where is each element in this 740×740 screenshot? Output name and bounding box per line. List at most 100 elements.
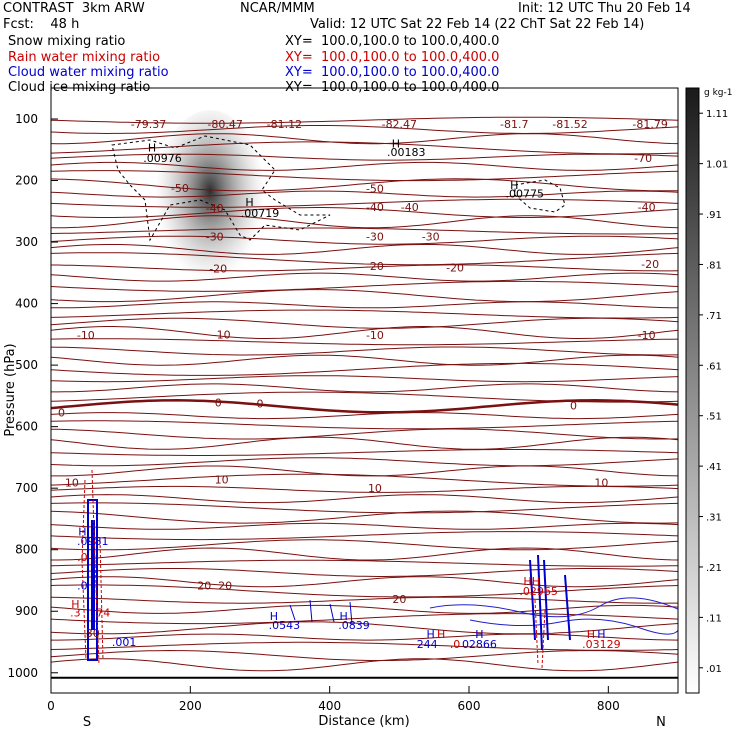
temperature-contour-label: 10 [368,482,382,495]
temperature-contour-line [51,559,678,567]
temperature-contour-label: -30 [422,231,440,244]
extremum-label: .3 [70,606,81,619]
temperature-contour-line [51,522,678,530]
temperature-contour-line [51,252,678,266]
temperature-contour-line [51,153,678,161]
temperature-contour-line [51,649,678,661]
x-tick-label: 200 [179,699,202,713]
temperature-contour-label: -70 [634,152,652,165]
temperature-contour-line [51,362,678,376]
cloud-water-contour [429,597,678,635]
colorbar-tick-label: .91 [706,210,722,221]
extremum-label: .0839 [338,619,370,632]
temperature-contour-line [51,539,678,551]
extremum-label: H [148,141,156,154]
model-run-title: CONTRAST 3km ARW [3,1,145,16]
temperature-contour-line [51,289,678,303]
extremum-label: .0 [77,551,88,564]
temperature-contour-label: 0 [58,406,65,419]
temperature-contour-label: -40 [638,201,656,214]
cloud-water-contour [289,599,353,625]
x-tick-label: 600 [458,699,481,713]
y-tick-label: 700 [15,481,38,495]
temperature-contour-line [51,399,678,414]
extremum-label: H [597,628,605,641]
colorbar-unit: g kg-1 [704,88,732,98]
temperature-contour-label: -10 [213,328,231,341]
extremum-label: 02866 [462,638,497,651]
temperature-contour-line [51,375,678,383]
temperature-contour-line [51,215,678,229]
temperature-contour-line [51,301,678,309]
temperature-contour-label: 0 [570,400,577,413]
extremum-label: .001 [112,636,137,649]
extremum-label: HH [523,575,540,588]
extremum-label: H [339,610,347,623]
extremum-label: H [437,628,445,641]
extremum-label: .0 [450,638,461,651]
institution-label: NCAR/MMM [240,1,315,16]
temperature-contour-line [51,621,678,635]
x-tick-label: 0 [47,699,55,713]
temperature-contour-label: -40 [401,201,419,214]
y-tick-label: 1000 [7,666,38,680]
temperature-contour-line [51,244,678,255]
temperature-contour-line [51,190,678,198]
extremum-label: H [270,610,278,623]
temperature-contour-label: -20 [366,260,384,273]
colorbar-tick-label: .21 [706,563,722,574]
temperature-contour-line [51,125,678,135]
colorbar-tick-label: .31 [706,513,722,524]
temperature-contour-line [51,465,678,477]
temperature-contour-label: -50 [171,182,189,195]
temperature-contour-label: -10 [366,329,384,342]
temperature-contour-label: 0 [215,397,222,410]
temperature-contour-line [51,576,678,588]
colorbar-tick-label: .71 [706,311,722,322]
temperature-contour-label: -40 [366,201,384,214]
temperature-contour-label: -80.47 [207,118,242,131]
endpoint-right-label: N [656,715,666,730]
colorbar-tick-label: .61 [706,361,722,372]
y-tick-label: 400 [15,297,38,311]
temperature-contour-line [51,338,678,346]
x-axis-title: Distance (km) [318,714,409,729]
colorbar-tick-label: .01 [706,664,722,675]
field-snow-name: Snow mixing ratio [8,34,126,49]
temperature-contour-line [51,354,678,366]
temperature-contour-label: -30 [206,231,224,244]
extremum-label: .02965 [519,585,558,598]
y-axis-title: Pressure (hPa) [3,343,18,436]
temperature-contour-line [51,227,678,235]
temperature-contour-line [51,133,678,145]
extremum-label: H [587,628,595,641]
rain-water-contour [534,599,546,669]
y-tick-label: 500 [15,358,38,372]
temperature-contour-label: -10 [638,329,656,342]
cloud-water-contour [529,554,571,651]
field-snow-xy: XY= 100.0,100.0 to 100.0,400.0 [285,34,500,49]
temperature-contour-line [51,326,678,339]
temperature-contour-label: -79.37 [131,118,166,131]
colorbar-tick-label: .41 [706,462,722,473]
extremum-label: 244 [417,638,438,651]
extremum-label: .03129 [582,638,621,651]
init-time: Init: 12 UTC Thu 20 Feb 14 [518,1,691,16]
forecast-hour: Fcst: 48 h [3,17,80,32]
temperature-contour-line [51,309,678,319]
x-tick-label: 400 [318,699,341,713]
colorbar-tick-label: 1.01 [706,160,728,171]
cloud-water-core [91,520,95,630]
temperature-contour-label: -30 [366,231,384,244]
extremum-label: .0543 [269,619,301,632]
temperature-contour-label: -10 [77,329,95,342]
extremum-label: H [475,628,483,641]
temperature-contour-line [51,420,678,430]
field-rain-xy: XY= 100.0,100.0 to 100.0,400.0 [285,50,500,65]
temperature-contour-line [51,658,678,672]
temperature-contour-line [51,584,678,598]
y-tick-label: 900 [15,604,38,618]
temperature-contour-line [51,613,678,625]
extremum-label: .00183 [387,146,426,159]
